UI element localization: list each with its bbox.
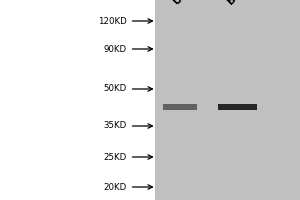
Text: 25KD: 25KD — [103, 152, 127, 162]
Bar — [218, 104, 256, 110]
Bar — [154, 0, 300, 200]
Text: 120KD: 120KD — [98, 17, 127, 25]
Bar — [163, 104, 197, 110]
Text: 35KD: 35KD — [103, 121, 127, 130]
Text: 90KD: 90KD — [103, 45, 127, 53]
Text: 20KD: 20KD — [103, 182, 127, 192]
Text: 50KD: 50KD — [103, 84, 127, 93]
Text: U-87: U-87 — [171, 0, 199, 6]
Text: Brain: Brain — [225, 0, 256, 6]
